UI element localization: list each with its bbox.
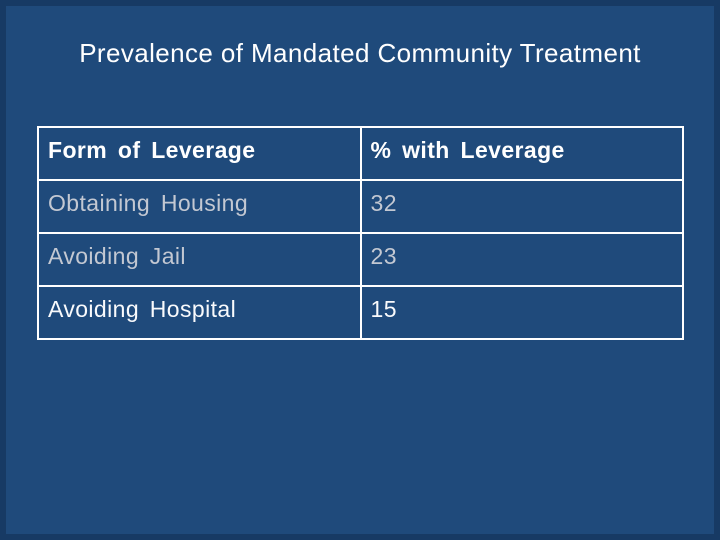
column-header-percent-with-leverage: % with Leverage [359, 126, 684, 181]
row-value-avoiding-hospital: 15 [359, 285, 684, 340]
row-label-obtaining-housing: Obtaining Housing [37, 179, 362, 234]
row-label-avoiding-jail: Avoiding Jail [37, 232, 362, 287]
slide-title: Prevalence of Mandated Community Treatme… [79, 38, 641, 68]
leverage-table: Form of Leverage % with Leverage Obtaini… [37, 126, 684, 340]
table-row: Avoiding Jail 23 [37, 232, 684, 287]
row-label-avoiding-hospital: Avoiding Hospital [37, 285, 362, 340]
column-header-form-of-leverage: Form of Leverage [37, 126, 362, 181]
row-value-obtaining-housing: 32 [359, 179, 684, 234]
table-header-row: Form of Leverage % with Leverage [37, 126, 684, 181]
table-row: Obtaining Housing 32 [37, 179, 684, 234]
table-row: Avoiding Hospital 15 [37, 285, 684, 340]
row-value-avoiding-jail: 23 [359, 232, 684, 287]
